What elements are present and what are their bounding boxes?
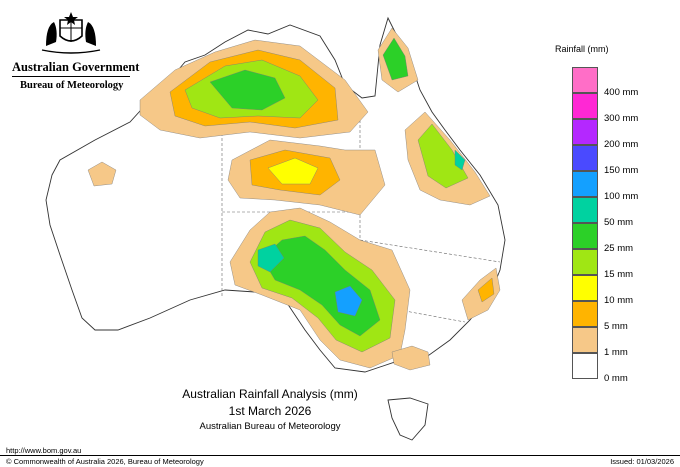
rain-region-victoria bbox=[391, 345, 431, 371]
legend-swatch bbox=[572, 353, 598, 379]
legend-label: 150 mm bbox=[604, 165, 639, 176]
legend-title: Rainfall (mm) bbox=[555, 44, 609, 54]
legend-label: 1 mm bbox=[604, 347, 628, 358]
legend-label: 10 mm bbox=[604, 295, 634, 306]
legend-swatch bbox=[572, 197, 598, 223]
legend-label: 0 mm bbox=[604, 373, 628, 384]
footer-divider bbox=[0, 455, 680, 456]
website-link[interactable]: http://www.bom.gov.au bbox=[6, 446, 82, 455]
government-title: Australian Government bbox=[12, 60, 140, 74]
legend-swatch bbox=[572, 171, 598, 197]
bureau-title: Bureau of Meteorology bbox=[20, 80, 124, 91]
rain-region-nsw-coast-inner bbox=[477, 277, 495, 303]
tasmania-outline bbox=[387, 397, 429, 441]
legend-swatch bbox=[572, 119, 598, 145]
rain-region-south-australia-peak bbox=[334, 285, 363, 317]
legend-label: 50 mm bbox=[604, 217, 634, 228]
issued-date: Issued: 01/03/2026 bbox=[610, 457, 674, 466]
rain-region-south-australia-heavy bbox=[257, 243, 285, 273]
map-title: Australian Rainfall Analysis (mm) bbox=[182, 387, 358, 401]
header-divider bbox=[12, 76, 130, 77]
legend-label: 25 mm bbox=[604, 243, 634, 254]
legend-swatch bbox=[572, 67, 598, 93]
copyright-notice: © Commonwealth of Australia 2026, Bureau… bbox=[6, 457, 204, 466]
rainfall-shading bbox=[87, 27, 501, 371]
legend-label: 200 mm bbox=[604, 139, 639, 150]
legend-swatch bbox=[572, 223, 598, 249]
legend-swatch bbox=[572, 249, 598, 275]
legend-swatch bbox=[572, 93, 598, 119]
legend-label: 5 mm bbox=[604, 321, 628, 332]
legend-label: 400 mm bbox=[604, 87, 639, 98]
rain-region-pilbara bbox=[87, 161, 117, 187]
map-agency: Australian Bureau of Meteorology bbox=[199, 421, 341, 432]
legend-swatch bbox=[572, 327, 598, 353]
legend-swatch bbox=[572, 145, 598, 171]
rain-region-qld-coast-heavy bbox=[454, 149, 466, 171]
legend-swatch bbox=[572, 301, 598, 327]
legend-swatch bbox=[572, 275, 598, 301]
rain-region-cape-york-inner bbox=[382, 37, 409, 81]
legend-label: 100 mm bbox=[604, 191, 639, 202]
legend-label: 300 mm bbox=[604, 113, 639, 124]
rain-region-central-nt-core bbox=[267, 157, 319, 185]
commonwealth-crest-logo bbox=[41, 12, 101, 54]
rain-region-top-end-heavy bbox=[209, 69, 286, 111]
rain-region-qld-coast-inner bbox=[417, 123, 469, 189]
map-date: 1st March 2026 bbox=[228, 404, 312, 418]
legend-label: 15 mm bbox=[604, 269, 634, 280]
